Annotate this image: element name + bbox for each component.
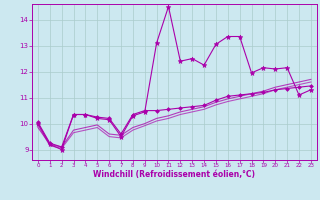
X-axis label: Windchill (Refroidissement éolien,°C): Windchill (Refroidissement éolien,°C) <box>93 170 255 179</box>
